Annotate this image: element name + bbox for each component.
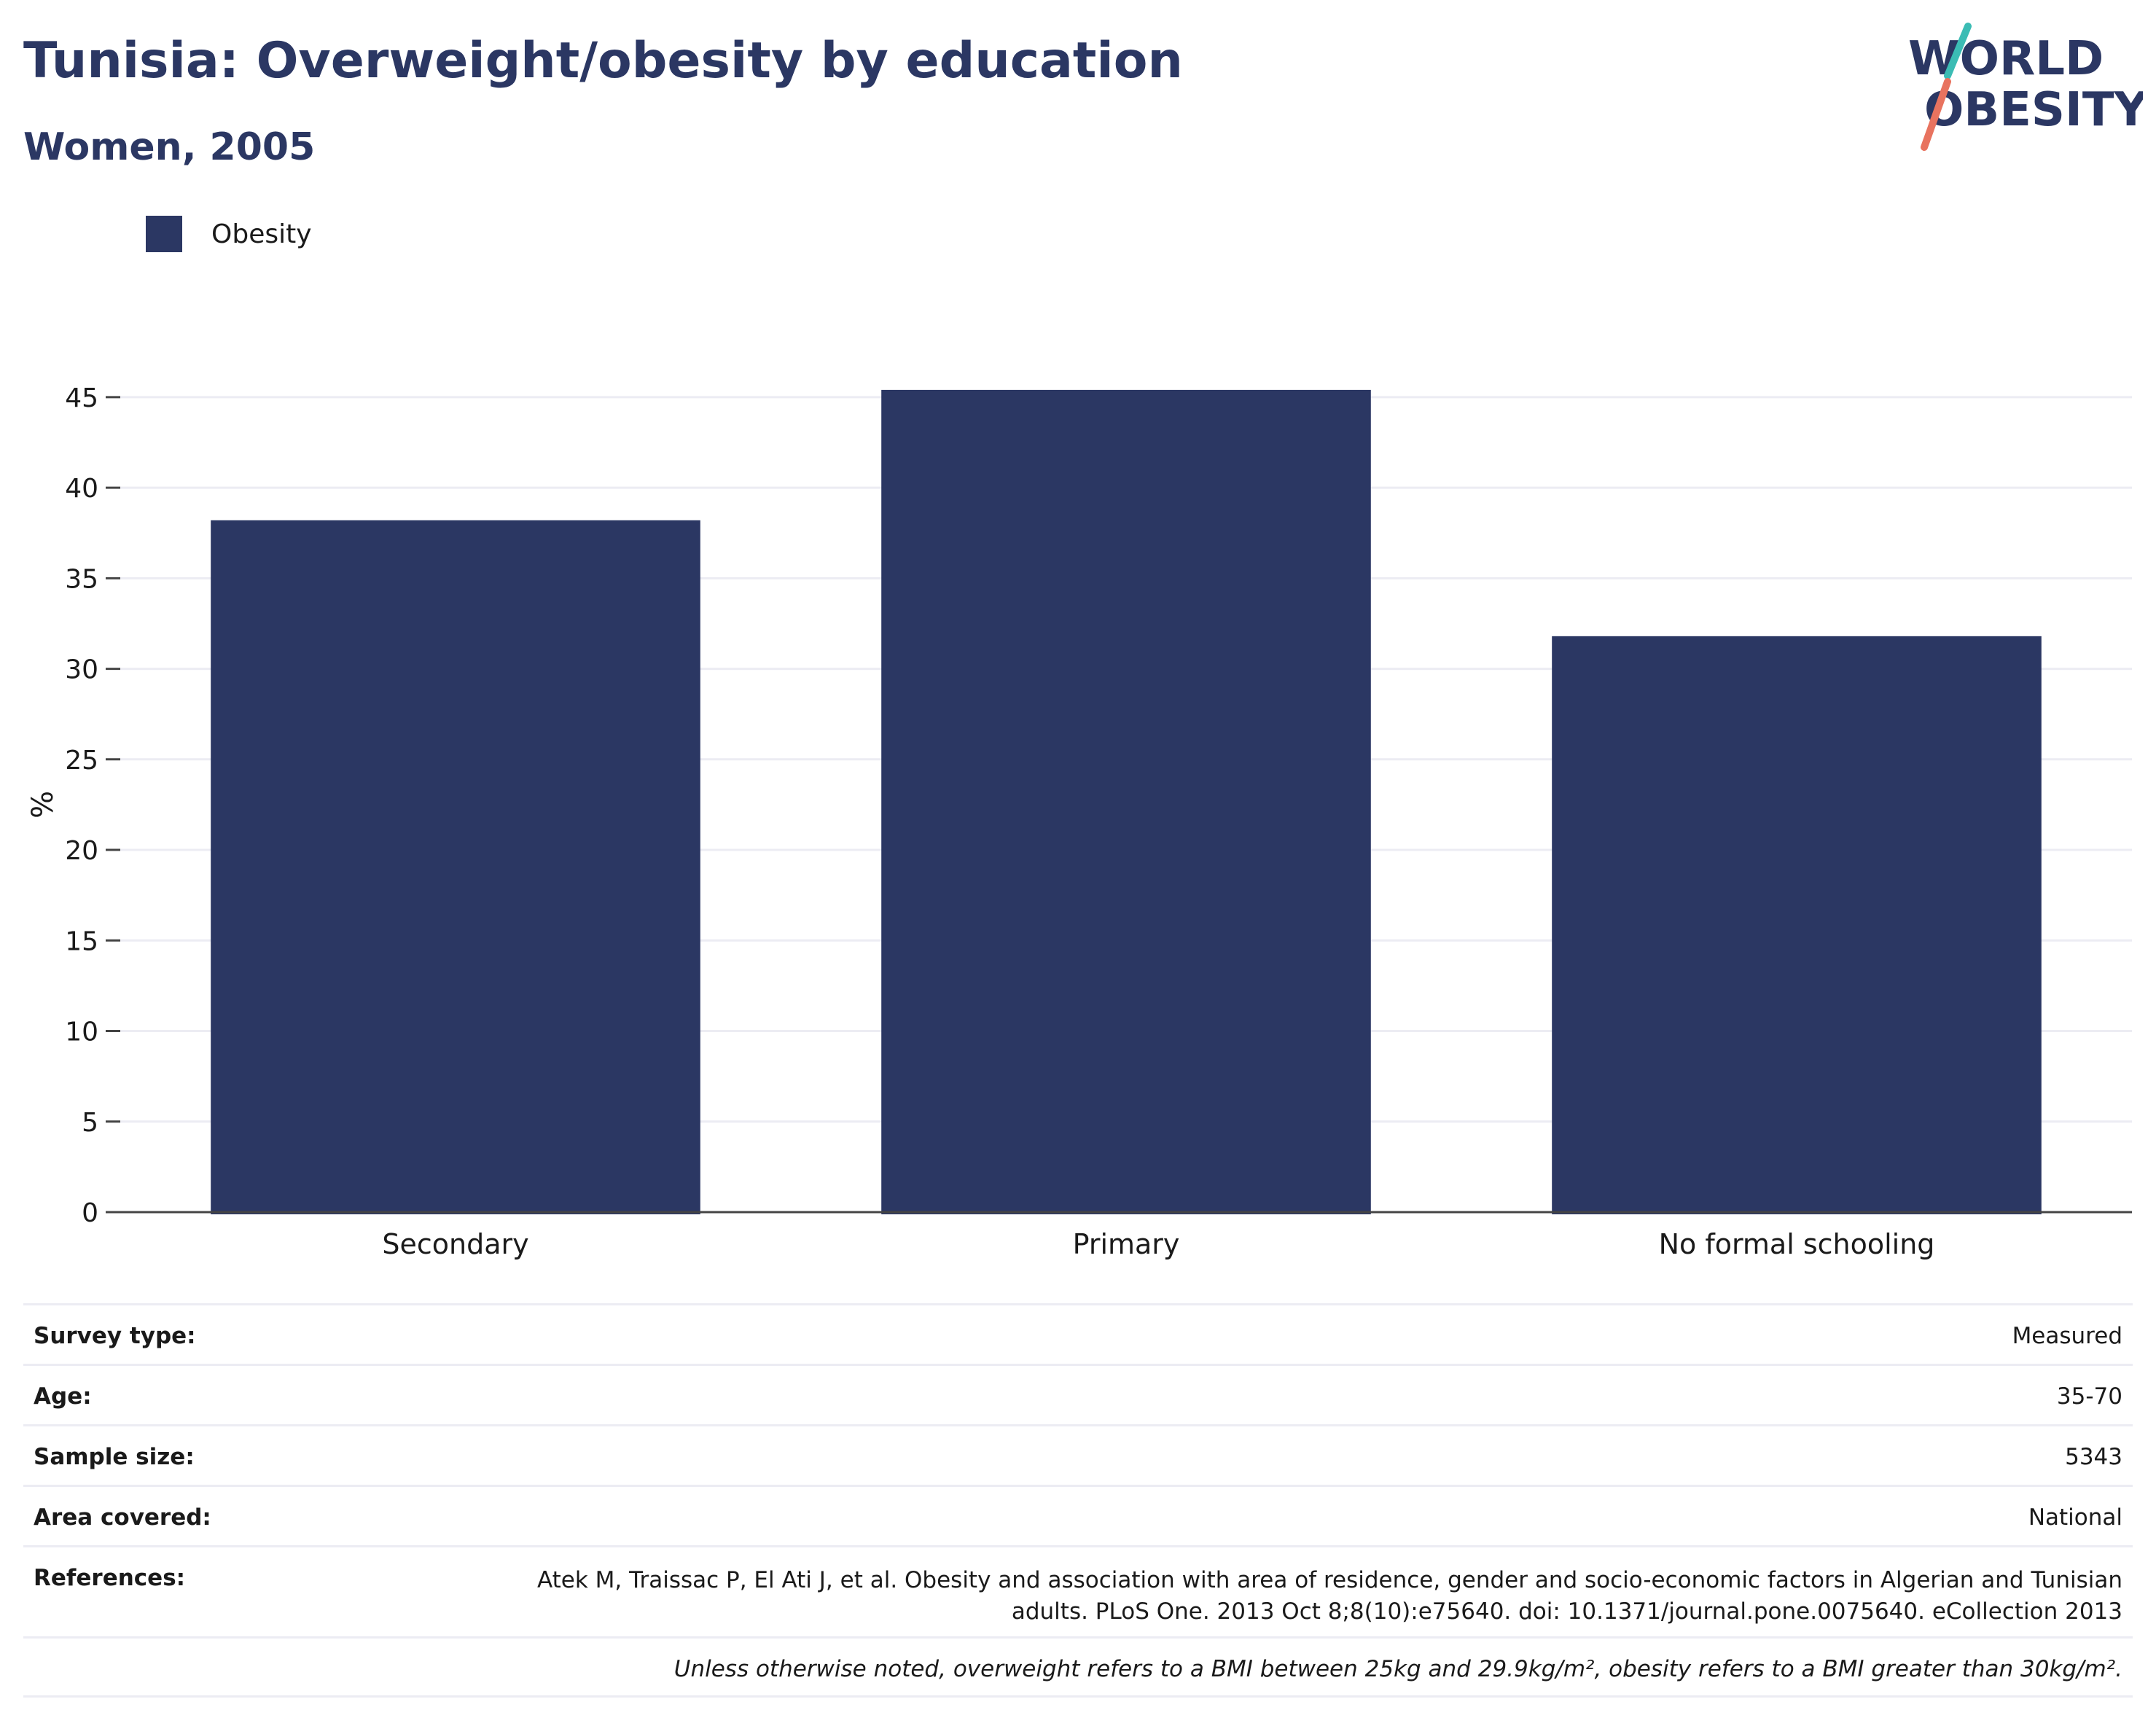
y-tick-label: 15 bbox=[65, 926, 98, 956]
x-tick-label: Secondary bbox=[382, 1228, 528, 1260]
info-label: Sample size: bbox=[34, 1444, 195, 1470]
logo-slash-bottom bbox=[1921, 78, 1951, 151]
info-value: 5343 bbox=[2065, 1444, 2122, 1470]
legend-swatch-obesity bbox=[146, 216, 182, 252]
info-label: Age: bbox=[34, 1383, 92, 1410]
info-label: References: bbox=[34, 1565, 186, 1591]
y-tick-label: 20 bbox=[65, 836, 98, 866]
bar-chart: 0 5 10 15 20 25 30 35 40 45% Secondary Primary No fo… bbox=[26, 383, 2132, 1260]
y-tick-label: 10 bbox=[65, 1018, 98, 1047]
bar-secondary bbox=[211, 520, 700, 1214]
y-tick-label: 40 bbox=[65, 474, 98, 504]
info-label: Survey type: bbox=[34, 1323, 196, 1349]
y-tick-label: 25 bbox=[65, 746, 98, 776]
info-row-area-covered: Area covered: National bbox=[23, 1485, 2133, 1545]
bar-primary bbox=[881, 389, 1371, 1214]
y-tick-label: 45 bbox=[65, 383, 98, 413]
info-label: Area covered: bbox=[34, 1504, 211, 1531]
info-value: Atek M, Traissac P, El Ati J, et al. Obe… bbox=[536, 1567, 2122, 1625]
y-tick-label: 35 bbox=[65, 564, 98, 594]
x-tick-label: No formal schooling bbox=[1659, 1228, 1935, 1260]
bar-no-formal-schooling bbox=[1552, 636, 2042, 1214]
bmi-definition-note: Unless otherwise noted, overweight refer… bbox=[673, 1656, 2122, 1682]
logo-slash-top bbox=[1944, 23, 1972, 79]
legend-label-obesity: Obesity bbox=[211, 219, 312, 249]
y-tick-label: 0 bbox=[82, 1198, 98, 1228]
y-axis-label: % bbox=[26, 791, 60, 819]
info-value: National bbox=[2028, 1504, 2122, 1531]
x-tick-label: Primary bbox=[1073, 1228, 1180, 1260]
info-value: 35-70 bbox=[2056, 1383, 2122, 1410]
info-row-survey-type: Survey type: Measured bbox=[23, 1303, 2133, 1364]
chart-subtitle: Women, 2005 bbox=[23, 125, 316, 169]
world-obesity-logo: WORLD OBESITY bbox=[1908, 23, 2143, 151]
survey-info-table: Survey type: Measured Age: 35-70 Sample … bbox=[23, 1303, 2133, 1698]
info-value: Measured bbox=[2012, 1323, 2122, 1349]
info-row-references: References: Atek M, Traissac P, El Ati J… bbox=[23, 1545, 2133, 1636]
chart-title: Tunisia: Overweight/obesity by education bbox=[23, 32, 1183, 90]
info-row-note: Unless otherwise noted, overweight refer… bbox=[23, 1636, 2133, 1698]
info-row-age: Age: 35-70 bbox=[23, 1364, 2133, 1424]
logo-line-2: OBESITY bbox=[1924, 83, 2143, 137]
y-tick-label: 5 bbox=[82, 1108, 98, 1138]
y-tick-label: 30 bbox=[65, 655, 98, 685]
logo-line-1: WORLD bbox=[1908, 32, 2104, 86]
info-row-sample-size: Sample size: 5343 bbox=[23, 1424, 2133, 1485]
chart-legend: Obesity bbox=[146, 216, 312, 252]
